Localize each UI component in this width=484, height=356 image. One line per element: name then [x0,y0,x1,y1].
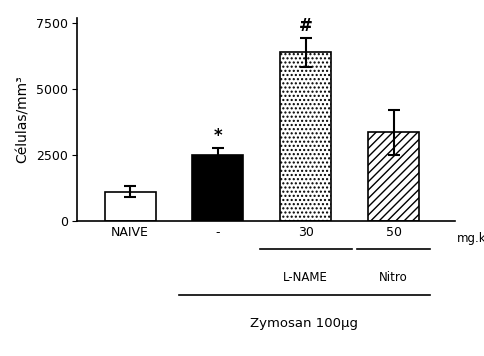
Text: *: * [213,127,222,145]
Bar [105,192,155,221]
Text: Zymosan 100µg: Zymosan 100µg [251,317,359,330]
Y-axis label: Células/mm³: Células/mm³ [16,75,30,163]
Bar [193,155,243,221]
Bar [280,52,331,221]
Text: L-NAME: L-NAME [283,271,328,284]
Text: Nitro: Nitro [379,271,408,284]
Text: #: # [299,17,313,35]
Bar [368,132,419,221]
Text: mg.kg⁻¹: mg.kg⁻¹ [457,232,484,245]
